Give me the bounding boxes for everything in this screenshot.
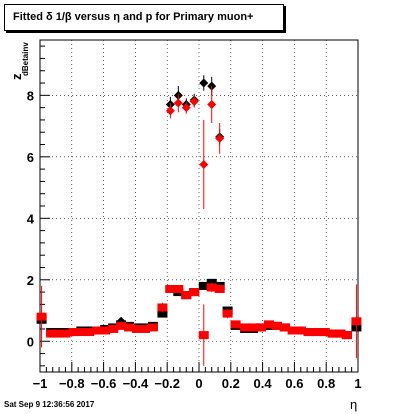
data-point-square xyxy=(351,317,362,326)
data-point-square xyxy=(222,309,233,318)
y-tick-label: 6 xyxy=(27,150,34,165)
data-point-square xyxy=(92,326,103,335)
x-tick-label: −1 xyxy=(33,376,48,391)
data-point-square xyxy=(173,285,184,293)
data-point-diamond xyxy=(165,106,175,116)
x-tick-label: 0.4 xyxy=(254,376,273,391)
x-tick-label: −0.4 xyxy=(123,376,149,391)
data-point-square xyxy=(181,291,192,300)
y-axis-label-subscript: dBetainv xyxy=(21,42,30,76)
data-point-square xyxy=(139,324,150,333)
data-point-square xyxy=(157,303,168,312)
data-point-square xyxy=(256,323,267,332)
data-point-square xyxy=(311,328,322,337)
x-tick-label: −0.6 xyxy=(91,376,117,391)
plot-frame xyxy=(39,39,359,373)
x-tick-label: 0.2 xyxy=(222,376,240,391)
axes: −1 −0.8 −0.6 −0.4 −0.2 0 0.2 0.4 0.6 0.8 1 0 2 4 6 8 xyxy=(27,45,362,391)
x-tick-label: −0.2 xyxy=(154,376,180,391)
data-point-square xyxy=(206,283,217,292)
data-point-square xyxy=(248,323,259,332)
data-point-diamond xyxy=(189,96,199,106)
data-point-square xyxy=(165,285,176,293)
data-point-square xyxy=(335,329,346,338)
data-point-square xyxy=(157,309,168,318)
data-point-diamond xyxy=(207,100,217,110)
data-point-diamond xyxy=(199,78,209,88)
data-point-square xyxy=(108,324,119,333)
x-axis-label: η xyxy=(350,397,358,412)
data-point-square xyxy=(124,323,135,332)
data-point-square xyxy=(198,331,209,340)
data-point-diamond xyxy=(173,98,183,108)
y-tick-label: 4 xyxy=(27,211,35,226)
data-point-square xyxy=(68,328,79,337)
x-tick-label: 0 xyxy=(195,376,202,391)
data-point-square xyxy=(116,321,127,330)
data-point-square xyxy=(60,329,71,338)
data-point-square xyxy=(319,328,330,337)
data-point-square xyxy=(198,281,209,290)
chart-title: Fitted δ 1/β versus η and p for Primary … xyxy=(13,11,254,23)
data-point-square xyxy=(76,328,87,337)
x-tick-label: 1 xyxy=(354,376,361,391)
x-tick-label: −0.8 xyxy=(59,376,85,391)
data-point-square xyxy=(147,323,158,332)
data-marks xyxy=(36,75,362,366)
data-point-square xyxy=(287,326,298,335)
data-point-square xyxy=(46,329,57,338)
data-point-square xyxy=(214,285,225,293)
data-point-square xyxy=(263,320,274,329)
y-tick-label: 0 xyxy=(27,334,34,349)
x-tick-label: 0.6 xyxy=(285,376,303,391)
data-point-diamond xyxy=(199,160,209,169)
data-point-square xyxy=(327,329,338,338)
data-point-square xyxy=(36,312,47,321)
y-tick-label: 2 xyxy=(27,273,34,288)
data-point-square xyxy=(279,323,290,332)
data-point-square xyxy=(100,326,111,335)
timestamp: Sat Sep 9 12:36:56 2017 xyxy=(4,400,95,409)
data-point-square xyxy=(230,320,241,329)
title-box: Fitted δ 1/β versus η and p for Primary … xyxy=(4,4,284,31)
data-point-diamond xyxy=(181,103,191,113)
y-tick-label: 8 xyxy=(27,88,34,103)
data-point-square xyxy=(131,324,142,333)
data-point-square xyxy=(295,326,306,335)
data-point-square xyxy=(189,288,200,297)
x-tick-label: 0.8 xyxy=(317,376,335,391)
data-point-square xyxy=(84,328,95,337)
data-point-square xyxy=(303,328,314,337)
data-point-diamond xyxy=(215,133,225,143)
data-point-square xyxy=(341,331,352,340)
data-point-square xyxy=(52,329,63,338)
data-point-square xyxy=(271,321,282,330)
data-point-square xyxy=(240,323,251,332)
